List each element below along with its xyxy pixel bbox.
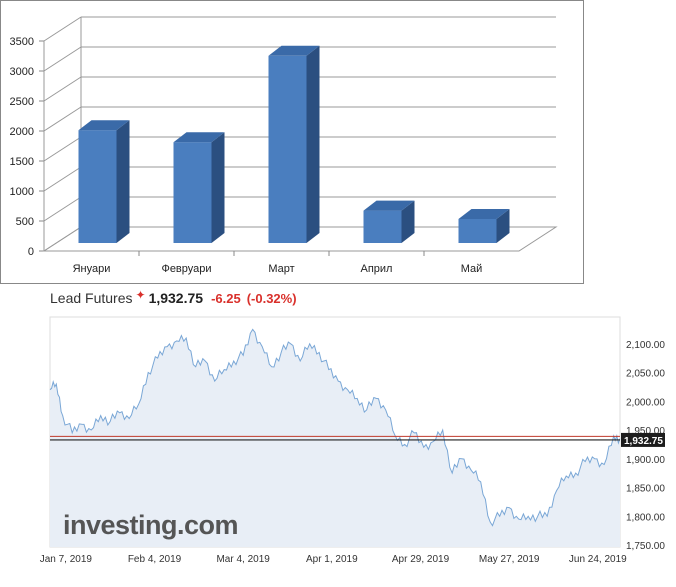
bar-side bbox=[401, 200, 415, 243]
y-tick-label: 1,900.00 bbox=[626, 455, 665, 466]
bar-side bbox=[211, 132, 225, 243]
y-tick-label: 1,850.00 bbox=[626, 484, 665, 495]
instrument-header: Lead Futures ✦ 1,932.75 -6.25 (-0.32%) bbox=[50, 288, 297, 306]
grid-side-line bbox=[43, 76, 82, 102]
bar-side bbox=[116, 120, 130, 243]
investing-logo: investing.com bbox=[63, 510, 239, 541]
x-tick-label: Февруари bbox=[161, 263, 211, 275]
y-tick-label: 2,100.00 bbox=[626, 340, 665, 351]
y-tick-label: 1,800.00 bbox=[626, 512, 665, 523]
bar bbox=[363, 210, 402, 243]
y-tick-label: 1,950.00 bbox=[626, 426, 665, 437]
bar-chart: 0 500 1000 1500 2000 2500 3000 3500 Януари Февруа… bbox=[0, 0, 584, 284]
grid-side-line bbox=[43, 136, 82, 162]
x-tick-label: Apr 1, 2019 bbox=[306, 554, 358, 565]
logo-text: investing.com bbox=[63, 510, 239, 540]
bar bbox=[173, 142, 212, 243]
x-tick-label: Април bbox=[361, 263, 393, 275]
bar-side bbox=[306, 45, 320, 243]
price-area bbox=[50, 329, 620, 547]
y-tick-label: 2000 bbox=[10, 126, 34, 138]
y-tick-label: 2500 bbox=[10, 96, 34, 108]
price-change: -6.25 bbox=[211, 291, 241, 306]
y-tick-label: 3000 bbox=[10, 66, 34, 78]
instrument-name[interactable]: Lead Futures bbox=[50, 290, 133, 306]
y-tick-label: 3500 bbox=[10, 36, 34, 48]
x-tick-label: Feb 4, 2019 bbox=[128, 554, 182, 565]
x-tick-label: Март bbox=[268, 263, 294, 275]
y-tick-label: 2,050.00 bbox=[626, 369, 665, 380]
y-tick-label: 0 bbox=[28, 246, 34, 258]
bar-top bbox=[458, 209, 510, 219]
bar-top bbox=[363, 200, 415, 211]
bar-side bbox=[496, 209, 510, 243]
x-tick-label: Apr 29, 2019 bbox=[392, 554, 450, 565]
x-tick-label: Jun 24, 2019 bbox=[569, 554, 627, 565]
bar-top bbox=[268, 45, 320, 56]
price-line bbox=[49, 328, 621, 527]
x-tick-label: Jan 7, 2019 bbox=[40, 554, 93, 565]
y-tick-label: 2,000.00 bbox=[626, 397, 665, 408]
x-tick-label: May 27, 2019 bbox=[479, 554, 540, 565]
price-value: 1,932.75 bbox=[148, 290, 204, 306]
price-change-pct: (-0.32%) bbox=[246, 291, 297, 306]
x-tick-label: Mar 4, 2019 bbox=[216, 554, 270, 565]
line-chart: 1,750.00 1,800.00 1,850.00 1,900.00 1,950.00… bbox=[40, 316, 665, 565]
bar-top bbox=[78, 120, 130, 131]
y-tick-label: 1,750.00 bbox=[626, 541, 665, 552]
bar bbox=[78, 130, 117, 243]
last-price-badge bbox=[621, 432, 665, 447]
bar bbox=[268, 55, 307, 243]
x-tick-label: Май bbox=[461, 263, 483, 275]
bar-top bbox=[173, 132, 225, 143]
y-tick-label: 1500 bbox=[10, 156, 34, 168]
grid-side-line bbox=[43, 166, 82, 192]
y-tick-label: 500 bbox=[16, 216, 34, 228]
y-tick-label: 1000 bbox=[10, 186, 34, 198]
x-tick-label: Януари bbox=[73, 263, 111, 275]
star-icon: ✦ bbox=[135, 288, 146, 302]
grid-side-line bbox=[43, 46, 82, 72]
grid-side-line bbox=[43, 16, 82, 42]
last-price-label: 1,932.75 bbox=[624, 436, 663, 447]
grid-side-line bbox=[43, 106, 82, 132]
floor bbox=[42, 226, 558, 252]
bar bbox=[458, 219, 497, 243]
grid-side-line bbox=[43, 196, 82, 222]
